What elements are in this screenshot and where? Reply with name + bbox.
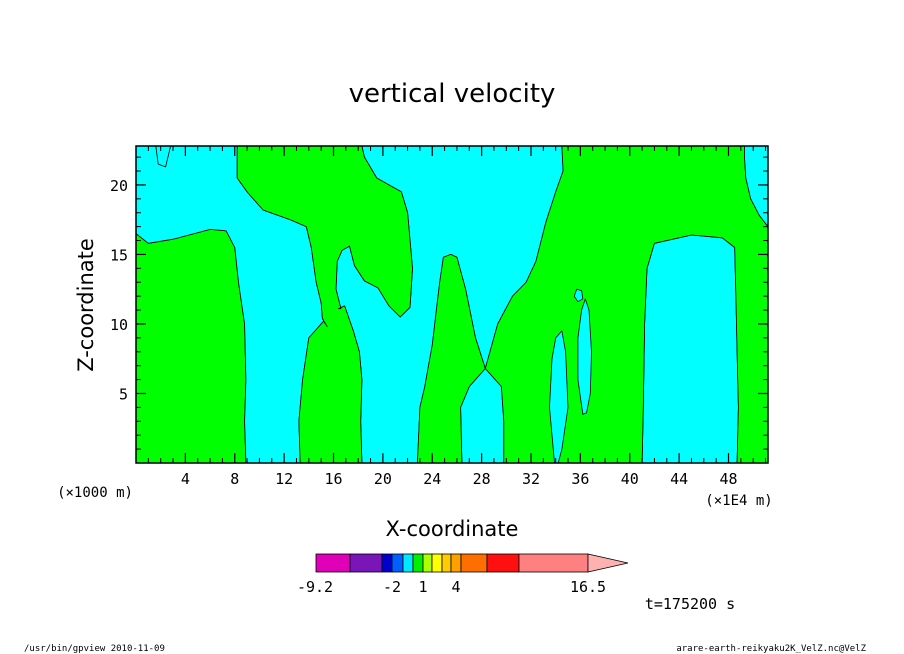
x-tick-label: 44 bbox=[670, 470, 688, 488]
x-tick-label: 12 bbox=[275, 470, 293, 488]
colorbar-segment bbox=[381, 553, 393, 573]
colorbar-segment bbox=[460, 553, 488, 573]
footer-right: arare-earth-reikyaku2K_VelZ.nc@VelZ bbox=[676, 644, 866, 654]
x-axis-label: X-coordinate bbox=[386, 517, 519, 541]
colorbar-segment bbox=[486, 553, 520, 573]
chart-title: vertical velocity bbox=[349, 79, 556, 109]
colorbar-tick-label: 4 bbox=[451, 578, 460, 596]
colorbar-segment bbox=[450, 553, 462, 573]
y-tick-label: 15 bbox=[110, 246, 128, 264]
contour-region-cyan-bubble-1 bbox=[549, 330, 569, 464]
x-tick-label: 36 bbox=[571, 470, 589, 488]
plot-frame bbox=[135, 145, 769, 464]
y-tick-label: 10 bbox=[110, 316, 128, 334]
colorbar-tick-label: 1 bbox=[418, 578, 427, 596]
colorbar-segment bbox=[391, 553, 404, 573]
colorbar-segment bbox=[422, 553, 433, 573]
colorbar-segment bbox=[431, 553, 443, 573]
contour-region-green-right bbox=[416, 253, 486, 464]
colorbar-tick-label: 16.5 bbox=[570, 578, 606, 596]
x-unit-label: (×1E4 m) bbox=[705, 493, 772, 509]
colorbar-segment bbox=[441, 553, 452, 573]
x-tick-label: 24 bbox=[423, 470, 441, 488]
y-tick-label: 20 bbox=[110, 177, 128, 195]
x-tick-label: 48 bbox=[719, 470, 737, 488]
colorbar-segment bbox=[402, 553, 414, 573]
contour-region-cyan-bubble-3 bbox=[573, 288, 584, 303]
contour-region-green-mid bbox=[236, 145, 413, 464]
x-tick-label: 28 bbox=[473, 470, 491, 488]
x-ticks: 4 8 12 16 20 24 28 32 36 40 44 48 bbox=[147, 146, 767, 488]
contour-region-left-green bbox=[135, 228, 247, 464]
contour-region-cyan-bubble-2 bbox=[577, 298, 592, 415]
colorbar-arrow bbox=[587, 553, 629, 573]
x-tick-label: 32 bbox=[522, 470, 540, 488]
colorbar-segment bbox=[412, 553, 424, 573]
colorbar-segment bbox=[349, 553, 383, 573]
colorbar-tick-label: -2 bbox=[383, 578, 401, 596]
x-tick-label: 16 bbox=[324, 470, 342, 488]
colorbar-segment bbox=[518, 553, 589, 573]
x-tick-label: 8 bbox=[230, 470, 239, 488]
y-axis-label: Z-coordinate bbox=[74, 238, 98, 372]
colorbar: -9.2 -2 1 4 16.5 bbox=[297, 553, 629, 596]
y-ticks: 5 10 15 20 bbox=[110, 156, 768, 450]
x-tick-label: 4 bbox=[181, 470, 190, 488]
footer-left: /usr/bin/gpview 2010-11-09 bbox=[24, 644, 165, 654]
plot-area bbox=[135, 145, 769, 464]
x-tick-label: 40 bbox=[621, 470, 639, 488]
time-label: t=175200 s bbox=[645, 595, 735, 613]
y-tick-label: 5 bbox=[119, 385, 128, 403]
colorbar-tick-label: -9.2 bbox=[297, 578, 333, 596]
x-tick-label: 20 bbox=[374, 470, 392, 488]
y-unit-label: (×1000 m) bbox=[57, 485, 133, 501]
colorbar-segment bbox=[315, 553, 351, 573]
